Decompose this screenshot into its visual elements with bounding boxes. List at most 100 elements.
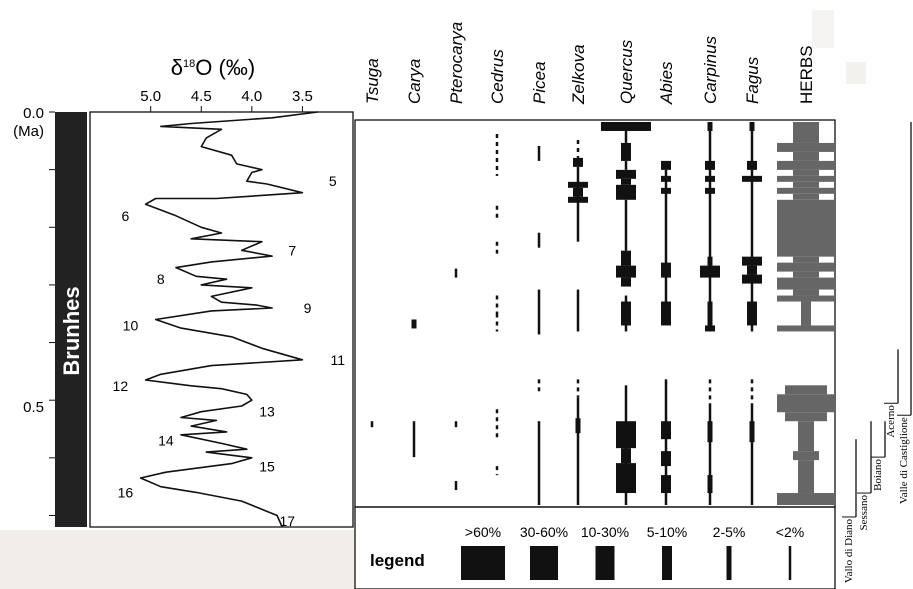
pollen-segment: [747, 160, 757, 170]
isotope-stage-label: 11: [331, 352, 346, 368]
y-tick-0: 0.0: [23, 105, 44, 122]
pollen-segment: [661, 475, 671, 494]
pollen-segment: [576, 397, 580, 505]
legend-class-label: >60%: [465, 524, 501, 540]
pollen-segment: [749, 122, 755, 131]
pollen-segment: [454, 481, 458, 491]
pollen-segment: [777, 295, 835, 302]
scan-smudge: [812, 10, 834, 48]
pollen-segment: [785, 385, 827, 395]
pollen-segment: [575, 418, 581, 434]
taxon-label: Zelkova: [569, 44, 588, 105]
legend-class-label: 2-5%: [713, 524, 746, 540]
pollen-segment: [621, 250, 631, 266]
pollen-segment: [707, 301, 713, 326]
legend-swatch: [530, 546, 558, 580]
pollen-segment: [616, 421, 636, 449]
pollen-segment: [707, 475, 713, 494]
pollen-segment: [705, 187, 715, 194]
pollen-segment: [793, 271, 819, 278]
isotope-stage-label: 6: [122, 208, 130, 224]
pollen-segment: [707, 122, 713, 131]
pollen-segment: [624, 199, 628, 251]
x-tick-label: 3.5: [292, 88, 313, 105]
pollen-segment: [616, 184, 636, 200]
isotope-stage-label: 7: [288, 242, 296, 258]
taxon-label: Picea: [530, 61, 549, 104]
legend-frame: [354, 506, 836, 589]
site-name-label: Boiano: [872, 459, 884, 491]
pollen-segment: [707, 256, 713, 266]
pollen-segment: [747, 265, 757, 275]
pollen-segment: [661, 301, 671, 326]
pollen-segment: [777, 199, 835, 257]
pollen-segment: [568, 181, 588, 188]
isotope-stage-label: 8: [157, 271, 165, 287]
isotope-curve-line: [139, 111, 318, 528]
pollen-segment: [412, 421, 416, 458]
pollen-segment: [616, 463, 636, 494]
pollen-segment: [537, 289, 541, 335]
pollen-segment: [576, 166, 580, 242]
pollen-segment: [537, 232, 541, 248]
lower-left-panel: [0, 530, 355, 589]
legend-class-label: <2%: [776, 524, 804, 540]
legend-class-label: 10-30%: [581, 524, 629, 540]
isotope-x-ticks: 5.0 4.5 4.0 3.5: [49, 88, 313, 516]
pollen-segment: [777, 394, 835, 413]
pollen-segment: [370, 421, 374, 428]
pollen-segment: [621, 301, 631, 326]
taxon-label: Carpinus: [701, 35, 720, 104]
x-tick-label: 4.5: [191, 88, 212, 105]
pollen-segment: [747, 301, 757, 326]
isotope-stage-label: 10: [123, 317, 139, 333]
pollen-segment: [573, 187, 583, 197]
pollen-segment: [785, 412, 827, 422]
site-name-label: Acerno: [885, 405, 897, 438]
isotope-stage-label: 12: [113, 378, 129, 394]
isotope-stage-label: 5: [329, 173, 337, 189]
pollen-segment: [793, 256, 819, 263]
pollen-segment: [777, 493, 835, 505]
pollen-segment: [749, 421, 755, 443]
pollen-segment: [661, 451, 671, 467]
pollen-segment: [700, 265, 720, 278]
pollen-segment: [621, 448, 631, 464]
pollen-segment: [661, 421, 671, 440]
legend-entries: >60% 30-60% 10-30% 5-10% 2-5% <2%: [461, 524, 804, 580]
pollen-segment: [707, 421, 713, 443]
pollen-segment: [742, 274, 762, 284]
pollen-bars-layer: [370, 122, 835, 505]
x-tick-label: 5.0: [140, 88, 161, 105]
isotope-axis-label: δ18O (‰): [171, 55, 255, 80]
pollen-segment: [793, 289, 819, 296]
legend-swatch: [726, 546, 732, 580]
taxon-label: Fagus: [743, 56, 762, 104]
x-tick-label: 4.0: [241, 88, 262, 105]
taxon-label: Abies: [657, 61, 676, 105]
pollen-segment: [573, 157, 583, 167]
pollen-segment: [661, 175, 671, 182]
legend-swatch: [788, 546, 792, 580]
pollen-segment: [661, 187, 671, 194]
pollen-segment: [621, 277, 631, 287]
pollen-segment: [616, 169, 636, 179]
pollen-segment: [801, 301, 811, 326]
pollen-segment: [793, 169, 819, 176]
pollen-segment: [624, 160, 628, 170]
pollen-segment: [664, 379, 668, 505]
isotope-plot-frame: [89, 111, 354, 528]
pollen-segment: [777, 142, 835, 152]
legend-class-label: 5-10%: [647, 524, 687, 540]
isotope-stage-label: 17: [279, 513, 295, 529]
y-unit-label: (Ma): [13, 123, 44, 140]
pollen-segment: [750, 403, 754, 505]
pollen-segment: [454, 268, 458, 278]
taxon-label: Tsuga: [363, 58, 382, 104]
pollen-segment: [708, 130, 712, 332]
site-name-label: Sessano: [858, 495, 870, 531]
pollen-segment: [742, 175, 762, 182]
legend-class-label: 30-60%: [520, 524, 568, 540]
